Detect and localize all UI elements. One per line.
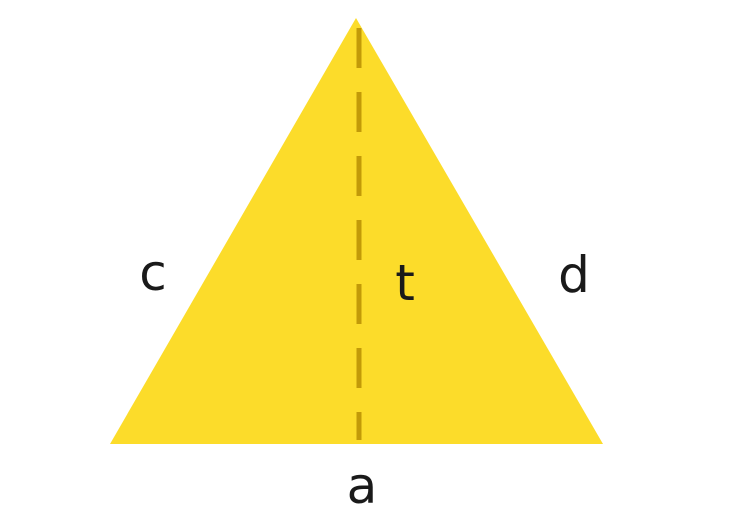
- base-label: a: [347, 457, 378, 515]
- right-side-label: d: [558, 246, 590, 304]
- left-side-label: c: [139, 244, 167, 302]
- height-label: t: [395, 254, 415, 312]
